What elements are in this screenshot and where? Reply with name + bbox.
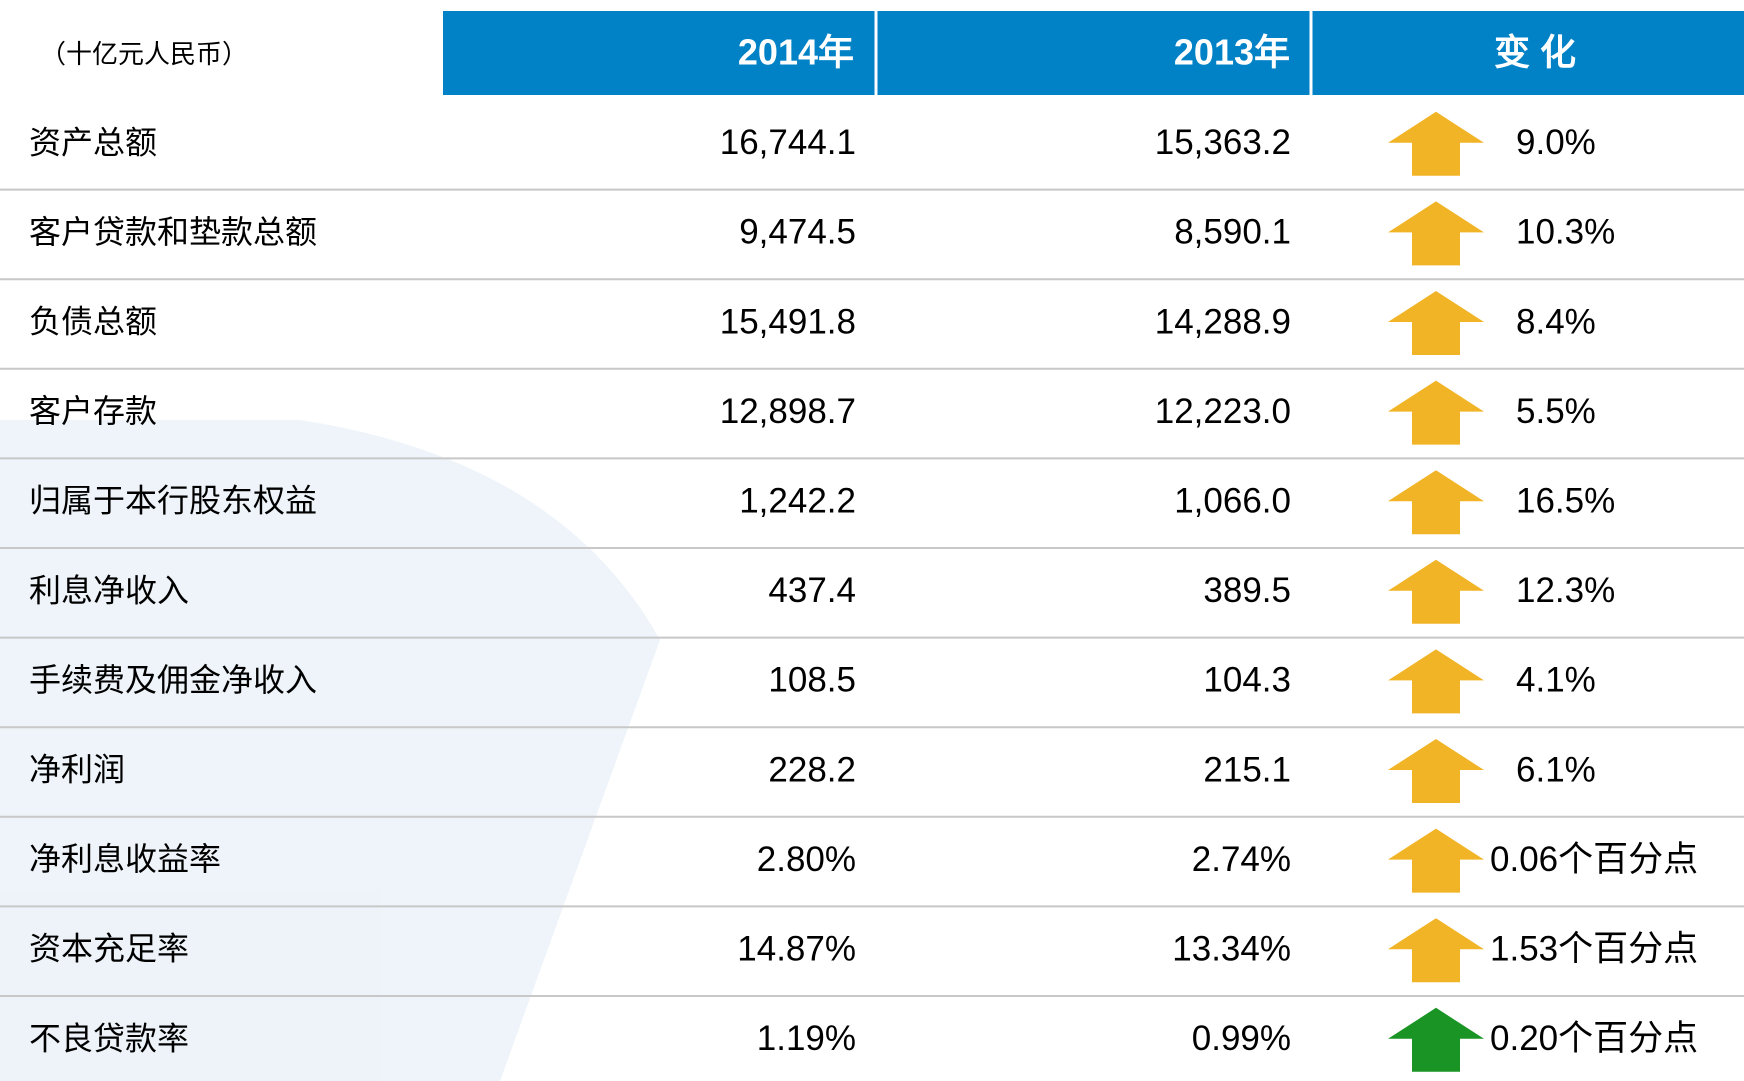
value-2014: 437.4 (768, 571, 856, 610)
change: 0.06个百分点 (1490, 840, 1698, 879)
up-arrow (1388, 111, 1484, 176)
row-label: 净利润 (29, 751, 125, 789)
column-header: 2013年 (1174, 32, 1290, 73)
value-2014: 12,898.7 (720, 392, 856, 431)
column-header: 变 化 (1494, 32, 1576, 73)
value-2014: 16,744.1 (720, 123, 856, 162)
value-2014: 15,491.8 (720, 302, 856, 341)
change: 9.0% (1516, 123, 1596, 162)
value-2013: 104.3 (1203, 661, 1291, 700)
unit-label: （十亿元人民币） (40, 40, 248, 70)
row-label: 资本充足率 (29, 930, 189, 968)
up-arrow (1388, 1007, 1484, 1072)
value-2013: 12,223.0 (1155, 392, 1291, 431)
change: 8.4% (1516, 302, 1596, 341)
up-arrow (1388, 739, 1484, 803)
watermark (0, 420, 660, 1081)
up-arrow (1388, 470, 1484, 535)
value-2013: 215.1 (1203, 750, 1291, 789)
column-header: 2014年 (738, 32, 854, 73)
row-label: 资产总额 (29, 123, 157, 161)
change: 1.53个百分点 (1490, 929, 1698, 968)
up-arrow (1388, 291, 1484, 355)
value-2014: 1.19% (757, 1019, 856, 1058)
change: 4.1% (1516, 661, 1596, 700)
up-arrow (1388, 828, 1484, 893)
change: 16.5% (1516, 481, 1615, 520)
up-arrow (1388, 918, 1484, 983)
change: 12.3% (1516, 571, 1615, 610)
row-label: 不良贷款率 (29, 1019, 189, 1057)
row-label: 手续费及佣金净收入 (29, 661, 317, 699)
value-2013: 0.99% (1192, 1019, 1291, 1058)
row-label: 客户贷款和垫款总额 (29, 213, 317, 251)
value-2013: 1,066.0 (1174, 481, 1291, 520)
row-label: 归属于本行股东权益 (29, 482, 317, 520)
change: 0.20个百分点 (1490, 1019, 1698, 1058)
up-arrow (1388, 559, 1484, 624)
change: 6.1% (1516, 750, 1596, 789)
value-2014: 14.87% (737, 929, 856, 968)
up-arrow (1388, 649, 1484, 714)
header-band (443, 11, 1744, 95)
value-2013: 8,590.1 (1174, 213, 1291, 252)
value-2014: 1,242.2 (739, 481, 856, 520)
row-label: 客户存款 (29, 392, 157, 430)
value-2013: 15,363.2 (1155, 123, 1291, 162)
value-2014: 108.5 (768, 661, 856, 700)
value-2013: 2.74% (1192, 840, 1291, 879)
value-2013: 389.5 (1203, 571, 1291, 610)
value-2013: 14,288.9 (1155, 302, 1291, 341)
up-arrow (1388, 380, 1484, 445)
row-label: 利息净收入 (29, 571, 189, 609)
up-arrow (1388, 201, 1484, 266)
value-2014: 2.80% (757, 840, 856, 879)
table-body: 资产总额 16,744.1 15,363.2 9.0% 客户贷款和垫款总额 9,474.5… (0, 111, 1744, 1072)
change: 10.3% (1516, 213, 1615, 252)
row-label: 负债总额 (29, 303, 157, 341)
value-2014: 9,474.5 (739, 213, 856, 252)
row-label: 净利息收益率 (29, 840, 221, 878)
value-2013: 13.34% (1172, 929, 1291, 968)
change: 5.5% (1516, 392, 1596, 431)
value-2014: 228.2 (768, 750, 856, 789)
